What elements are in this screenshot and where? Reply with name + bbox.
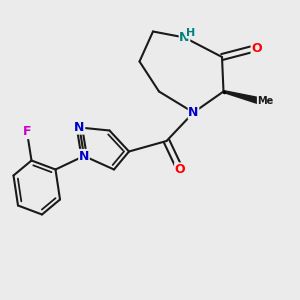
Text: N: N	[74, 121, 85, 134]
Text: N: N	[79, 149, 89, 163]
Text: O: O	[251, 41, 262, 55]
Polygon shape	[223, 91, 259, 103]
Text: F: F	[23, 125, 31, 139]
Text: H: H	[187, 28, 196, 38]
Text: N: N	[179, 31, 190, 44]
Text: N: N	[188, 106, 199, 119]
Text: O: O	[175, 163, 185, 176]
Text: Me: Me	[257, 95, 274, 106]
